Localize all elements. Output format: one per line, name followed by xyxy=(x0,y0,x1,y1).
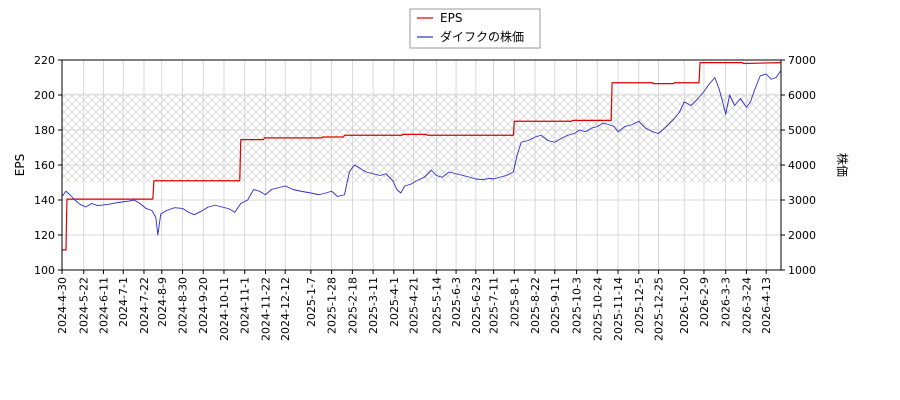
y-right-tick-label: 7000 xyxy=(788,54,816,67)
y-left-tick-label: 140 xyxy=(34,194,55,207)
x-tick-label: 2024-5-22 xyxy=(78,277,91,334)
axis-layer: 100 120 140 160 180 200 220 1000 2000 3000 4000 500… xyxy=(34,54,816,341)
y-left-tick-label: 180 xyxy=(34,124,55,137)
y-left-tick-label: 200 xyxy=(34,89,55,102)
x-tick-label: 2025-6-23 xyxy=(470,277,483,334)
x-tick-label: 2025-10-3 xyxy=(571,277,584,334)
legend-box xyxy=(409,8,541,49)
y-right-tick-label: 5000 xyxy=(788,124,816,137)
x-tick-label: 2024-6-11 xyxy=(97,277,110,334)
x-tick-label: 2025-12-5 xyxy=(633,277,646,334)
x-tick-label: 2025-1-28 xyxy=(326,277,339,334)
x-tick-label: 2025-5-14 xyxy=(430,277,443,334)
x-tick-label: 2024-8-30 xyxy=(176,277,189,334)
y-left-tick-label: 220 xyxy=(34,54,55,67)
x-tick-label: 2024-4-30 xyxy=(56,277,69,334)
x-tick-label: 2024-9-20 xyxy=(197,277,210,334)
x-tick-label: 2025-9-11 xyxy=(549,277,562,334)
legend-label-eps: EPS xyxy=(440,11,462,25)
grid-layer xyxy=(61,59,781,271)
y-axis-left-label: EPS xyxy=(13,154,27,176)
y-axis-right-label: 株価 xyxy=(835,153,850,177)
y-right-tick-label: 6000 xyxy=(788,89,816,102)
y-left-tick-label: 100 xyxy=(34,264,55,277)
price-range-band xyxy=(62,93,781,183)
x-tick-label: 2024-10-11 xyxy=(218,277,231,341)
y-right-tick-label: 2000 xyxy=(788,229,816,242)
y-left-tick-label: 120 xyxy=(34,229,55,242)
x-tick-label: 2024-7-22 xyxy=(138,277,151,334)
x-tick-label: 2025-8-22 xyxy=(529,277,542,334)
y-right-tick-label: 4000 xyxy=(788,159,816,172)
x-tick-label: 2025-11-14 xyxy=(612,277,625,341)
x-tick-label: 2025-10-24 xyxy=(591,277,604,341)
x-tick-label: 2024-11-22 xyxy=(259,277,272,341)
y-left-tick-label: 160 xyxy=(34,159,55,172)
x-tick-label: 2024-7-1 xyxy=(117,277,130,327)
legend: EPS ダイフクの株価 xyxy=(409,8,541,49)
x-tick-label: 2026-1-20 xyxy=(678,277,691,334)
y-right-tick-label: 1000 xyxy=(788,264,816,277)
x-tick-label: 2025-4-1 xyxy=(388,277,401,327)
eps-series-line xyxy=(62,62,781,251)
x-tick-label: 2026-3-3 xyxy=(720,277,733,327)
x-tick-label: 2025-4-21 xyxy=(408,277,421,334)
x-tick-label: 2025-7-11 xyxy=(488,277,501,334)
series-layer xyxy=(62,62,781,251)
x-tick-label: 2026-2-9 xyxy=(698,277,711,327)
x-tick-label: 2026-4-13 xyxy=(760,277,773,334)
x-tick-label: 2025-8-1 xyxy=(508,277,521,327)
x-tick-label: 2025-2-18 xyxy=(346,277,359,334)
x-tick-label: 2025-3-11 xyxy=(367,277,380,334)
legend-label-price: ダイフクの株価 xyxy=(440,29,524,44)
x-tick-label: 2024-8-9 xyxy=(156,277,169,327)
x-tick-label: 2026-3-24 xyxy=(740,277,753,334)
x-tick-label: 2024-11-1 xyxy=(239,277,252,334)
shaded-band-layer xyxy=(62,93,781,183)
stock-price-series-line xyxy=(62,70,781,236)
x-tick-label: 2025-1-7 xyxy=(305,277,318,327)
x-tick-label: 2025-12-25 xyxy=(653,277,666,341)
x-tick-label: 2025-6-3 xyxy=(450,277,463,327)
y-right-tick-label: 3000 xyxy=(788,194,816,207)
x-tick-label: 2024-12-12 xyxy=(279,277,292,341)
